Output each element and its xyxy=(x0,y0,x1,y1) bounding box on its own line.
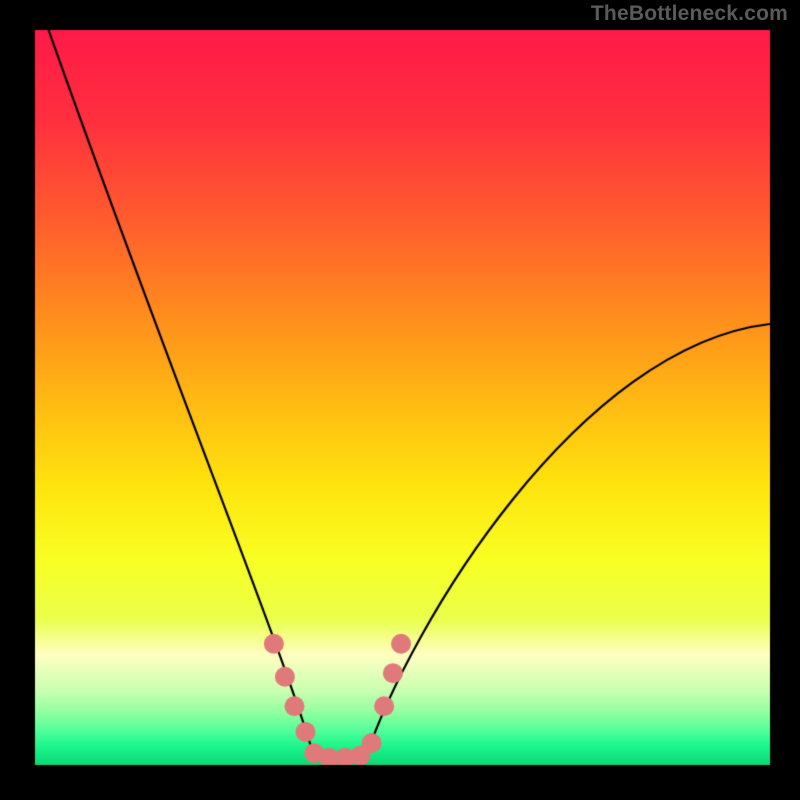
bottleneck-chart xyxy=(0,0,800,800)
